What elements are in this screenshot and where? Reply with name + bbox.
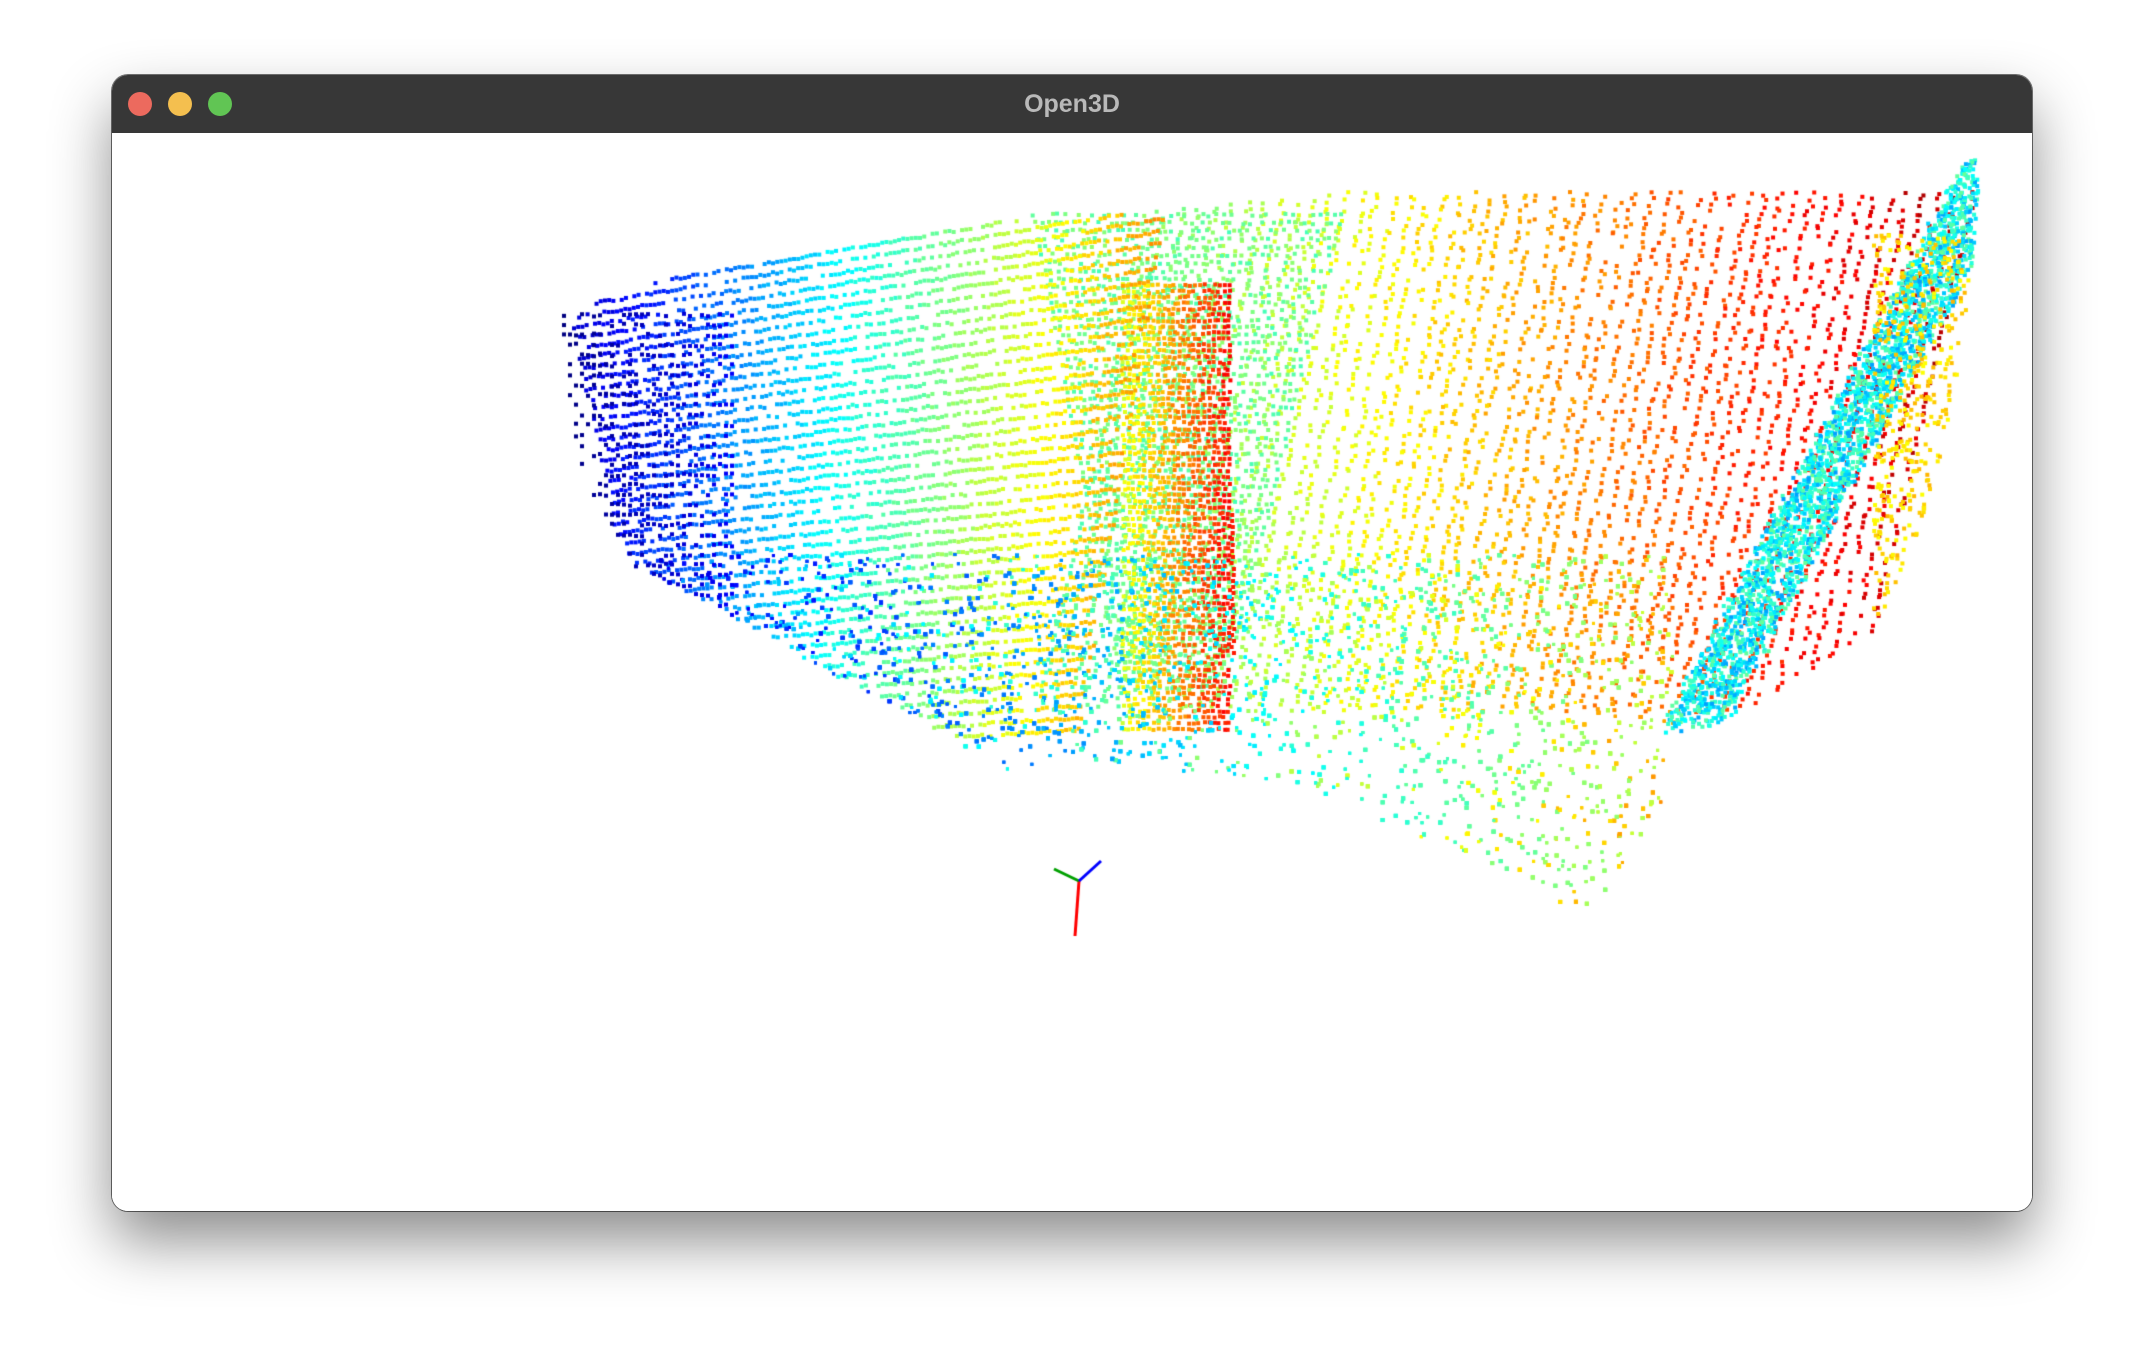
point-cloud-canvas[interactable] [112,133,2032,1211]
open3d-window: Open3D [112,75,2032,1211]
minimize-icon[interactable] [168,92,192,116]
window-title: Open3D [1024,90,1120,118]
3d-viewport[interactable] [112,133,2032,1211]
maximize-icon[interactable] [208,92,232,116]
close-icon[interactable] [128,92,152,116]
title-bar[interactable]: Open3D [112,75,2032,134]
